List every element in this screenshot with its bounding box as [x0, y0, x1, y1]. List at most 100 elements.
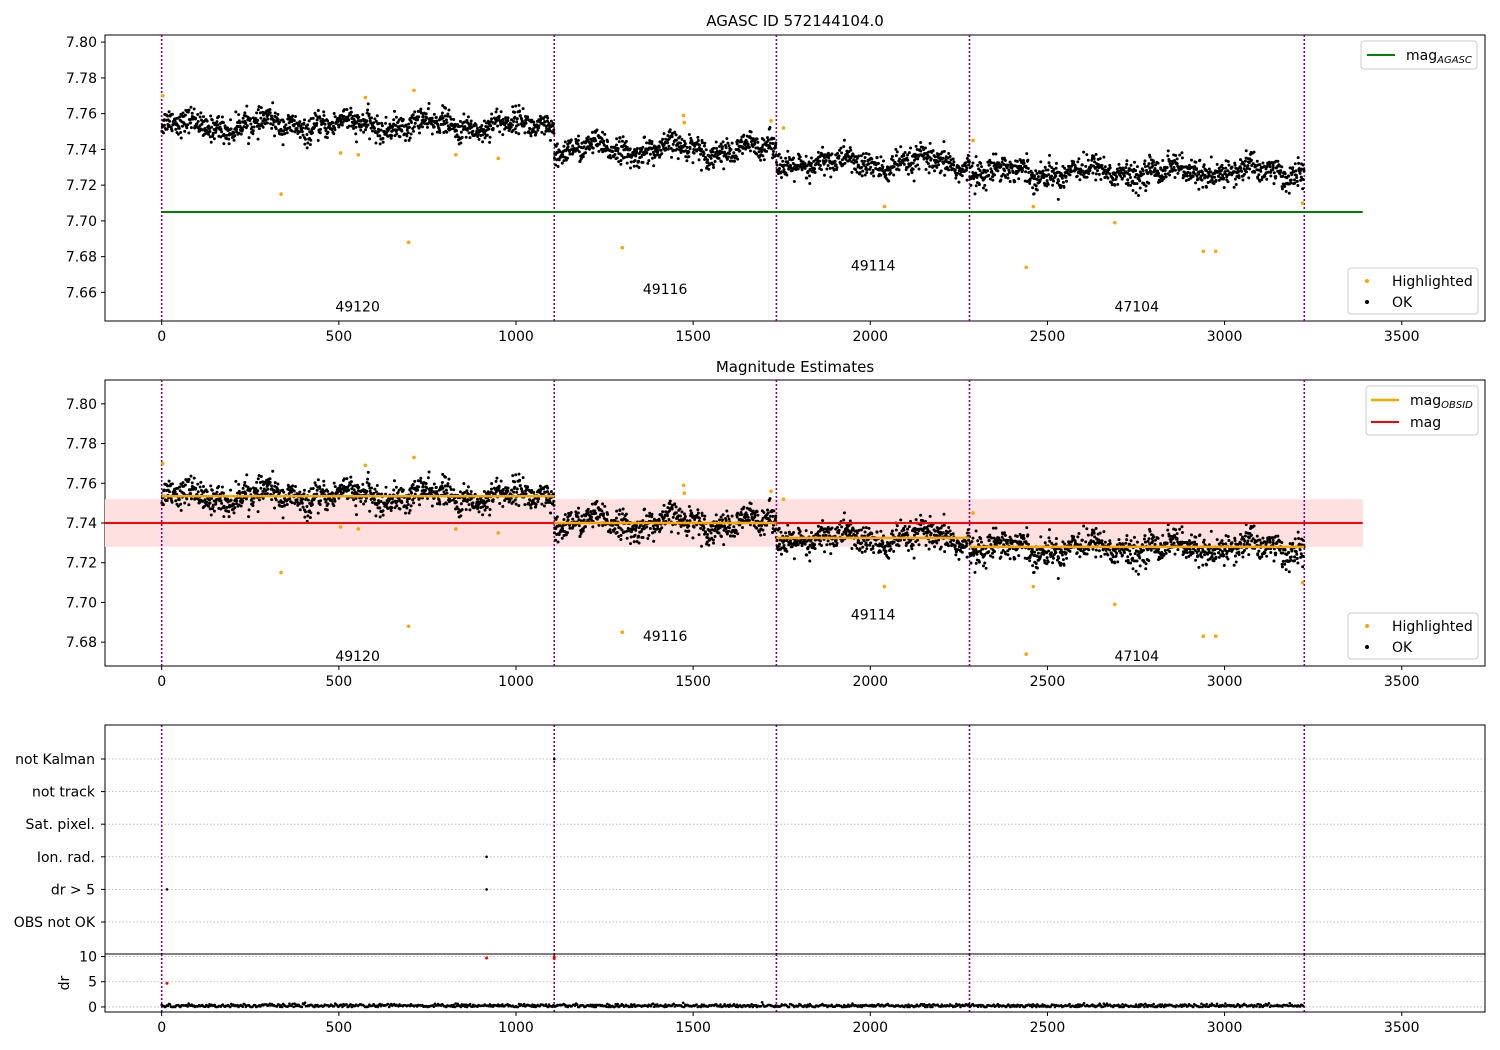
ok-point	[307, 119, 311, 123]
ok-point	[711, 538, 715, 542]
ok-point	[809, 156, 813, 160]
ok-point	[1134, 169, 1138, 173]
ok-point	[401, 488, 405, 492]
ok-point	[447, 108, 451, 112]
ok-point	[241, 486, 245, 490]
ok-point	[419, 476, 423, 480]
highlighted-point	[781, 126, 786, 130]
ok-point	[239, 504, 243, 508]
ok-point	[278, 120, 282, 124]
ok-point	[736, 532, 740, 536]
ok-point	[645, 151, 649, 155]
ok-point	[863, 155, 867, 159]
ok-point	[552, 131, 556, 135]
ok-point	[1226, 180, 1230, 184]
ok-point	[498, 130, 502, 134]
ok-point	[551, 122, 555, 126]
ok-point	[1243, 159, 1247, 163]
ok-point	[322, 113, 326, 117]
ok-point	[740, 140, 744, 144]
ok-point	[357, 485, 361, 489]
ok-point	[295, 498, 299, 502]
ok-point	[341, 120, 345, 124]
ok-point	[1015, 159, 1019, 163]
ok-point	[407, 122, 411, 126]
ok-point	[617, 512, 621, 516]
ok-point	[1271, 163, 1275, 167]
ok-point	[736, 511, 740, 515]
ok-point	[215, 490, 219, 494]
ok-point	[300, 501, 304, 505]
ok-point	[325, 136, 329, 140]
ok-point	[548, 129, 552, 133]
ok-point	[544, 129, 548, 133]
ok-point	[389, 509, 393, 513]
ok-point	[577, 524, 581, 528]
ok-point	[1017, 177, 1021, 181]
ok-point	[673, 502, 677, 506]
ok-point	[943, 173, 947, 177]
ok-point	[526, 485, 530, 489]
ok-point	[1207, 167, 1211, 171]
ok-point	[545, 490, 549, 494]
ok-point	[687, 150, 691, 154]
ok-point	[829, 552, 833, 556]
ok-point	[867, 152, 871, 156]
ok-point	[209, 484, 213, 488]
ok-point	[319, 499, 323, 503]
ok-point	[251, 132, 255, 136]
ok-point	[347, 118, 351, 122]
ok-point	[770, 156, 774, 160]
ok-point	[237, 113, 241, 117]
ok-point	[1252, 150, 1256, 154]
p2-y-tick-label: 7.74	[66, 516, 97, 532]
ok-point	[443, 484, 447, 488]
ok-point	[399, 116, 403, 120]
ok-point	[712, 165, 716, 169]
ok-point	[462, 112, 466, 116]
ok-point	[234, 479, 238, 483]
ok-point	[566, 531, 570, 535]
ok-point	[374, 119, 378, 123]
ok-point	[340, 123, 344, 127]
ok-point	[929, 157, 933, 161]
ok-point	[584, 525, 588, 529]
ok-point	[820, 168, 824, 172]
ok-point	[226, 126, 230, 130]
ok-point	[249, 122, 253, 126]
ok-point	[438, 502, 442, 506]
ok-point	[635, 146, 639, 150]
ok-point	[210, 496, 214, 500]
ok-point	[775, 538, 779, 542]
ok-point	[664, 137, 668, 141]
ok-point	[1247, 176, 1251, 180]
ok-point	[721, 145, 725, 149]
ok-point	[969, 183, 973, 187]
ok-point	[372, 491, 376, 495]
ok-point	[438, 500, 442, 504]
ok-point	[398, 135, 402, 139]
ok-point	[207, 132, 211, 136]
ok-point	[562, 533, 566, 537]
ok-point	[310, 131, 314, 135]
ok-point	[987, 163, 991, 167]
ok-point	[242, 125, 246, 129]
ok-point	[292, 119, 296, 123]
ok-point	[576, 142, 580, 146]
ok-point	[857, 163, 861, 167]
ok-point	[261, 125, 265, 129]
ok-point	[1222, 176, 1226, 180]
ok-point	[577, 150, 581, 154]
ok-point	[537, 124, 541, 128]
ok-point	[548, 501, 552, 505]
ok-point	[1245, 170, 1249, 174]
ok-point	[531, 498, 535, 502]
ok-point	[203, 126, 207, 130]
ok-point	[931, 149, 935, 153]
ok-point	[270, 126, 274, 130]
ok-point	[881, 165, 885, 169]
ok-point	[683, 515, 687, 519]
ok-point	[571, 151, 575, 155]
ok-point	[205, 129, 209, 133]
ok-point	[257, 105, 261, 109]
